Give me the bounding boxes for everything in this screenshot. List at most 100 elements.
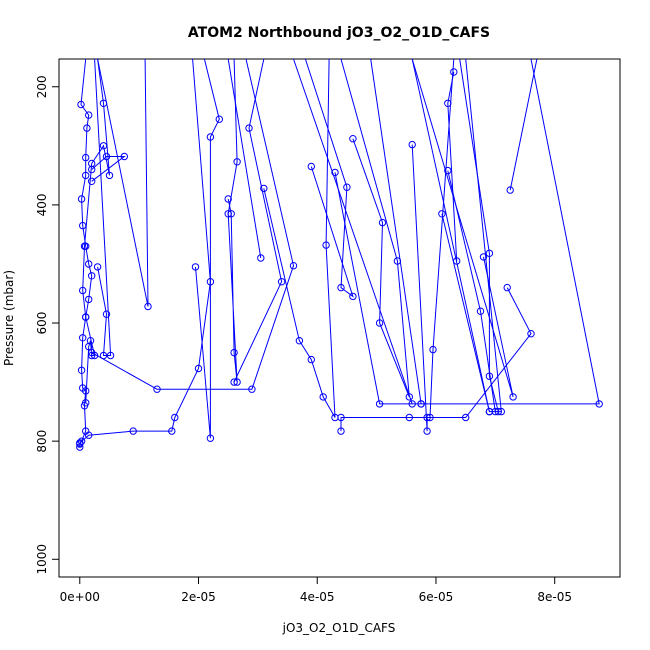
data-point (462, 413, 470, 422)
data-point (79, 384, 87, 392)
data-point (99, 142, 108, 150)
series-line (97, 59, 149, 307)
data-point (337, 413, 345, 422)
data-point (233, 158, 241, 166)
data-point (86, 337, 95, 345)
data-point (88, 351, 96, 360)
series-line (91, 59, 295, 390)
data-series (444, 59, 505, 416)
data-point (450, 68, 458, 76)
data-point (224, 210, 232, 218)
series-line (263, 59, 336, 418)
data-series (411, 59, 517, 401)
series-line (227, 59, 262, 259)
data-point (343, 183, 351, 191)
data-point (82, 153, 90, 162)
data-point (349, 135, 357, 143)
data-point (80, 242, 89, 250)
data-point (233, 378, 241, 386)
x-tick-label: 6e-05 (419, 590, 454, 604)
x-axis-label: jO3_O2_O1D_CAFS (282, 621, 396, 635)
series-line (79, 59, 211, 444)
data-point (106, 351, 115, 360)
series-line (509, 59, 538, 191)
data-point (319, 393, 327, 401)
data-point (85, 431, 93, 439)
data-point (93, 263, 102, 271)
x-tick-label: 4e-05 (300, 590, 335, 604)
data-series (331, 59, 603, 408)
data-point (527, 330, 535, 338)
data-point (378, 218, 387, 227)
data-point (77, 437, 86, 445)
chart-title: ATOM2 Northbound jO3_O2_O1D_CAFS (188, 25, 490, 41)
data-series (370, 59, 425, 408)
data-series (88, 152, 129, 186)
y-axis-label: Pressure (mbar) (2, 270, 16, 366)
x-tick-label: 8e-05 (537, 590, 572, 604)
data-series (93, 59, 115, 360)
x-tick-label: 2e-05 (181, 590, 216, 604)
data-point (257, 254, 265, 262)
data-point (85, 295, 93, 304)
data-point (77, 366, 86, 374)
data-point (497, 407, 505, 416)
series-line (370, 59, 422, 404)
data-point (337, 427, 345, 435)
data-point (79, 334, 87, 342)
data-point (191, 263, 200, 271)
data-point (322, 241, 330, 249)
y-tick-label: 200 (35, 75, 49, 98)
plot-border (58, 58, 621, 578)
x-axis: 0e+00 2e-05 4e-05 6e-05 8e-05 (60, 577, 572, 604)
data-point (408, 140, 416, 149)
data-point (153, 385, 161, 393)
data-point (88, 272, 96, 280)
data-series (191, 59, 224, 442)
data-point (248, 385, 256, 393)
data-point (405, 413, 413, 422)
data-point (438, 210, 446, 218)
series-line (447, 59, 502, 413)
data-point (423, 427, 431, 435)
data-point (227, 210, 235, 218)
data-point (82, 171, 90, 180)
data-point (417, 400, 425, 408)
x-tick-label: 0e+00 (60, 590, 100, 604)
data-point (277, 278, 286, 286)
data-point (120, 152, 129, 161)
data-point (129, 427, 137, 435)
data-series (76, 59, 96, 451)
data-point (444, 166, 452, 175)
data-point (230, 378, 238, 386)
data-series (411, 59, 494, 416)
data-point (77, 100, 85, 109)
data-series (506, 59, 538, 194)
data-point (260, 184, 268, 193)
data-point (375, 400, 384, 408)
data-series (408, 140, 535, 435)
y-tick-label: 1000 (35, 544, 49, 575)
data-point (88, 177, 96, 186)
series-line (82, 59, 110, 403)
series-line (233, 59, 283, 383)
data-point (85, 260, 93, 268)
data-point (144, 302, 152, 311)
data-point (168, 427, 176, 435)
data-series (227, 59, 265, 262)
data-point (506, 186, 514, 194)
data-point (88, 348, 96, 357)
series-line (411, 144, 532, 432)
data-series (340, 59, 413, 401)
series-line (447, 71, 458, 262)
data-series (76, 59, 215, 447)
data-point (485, 407, 494, 416)
data-point (105, 171, 114, 180)
data-series (304, 59, 357, 301)
data-point (423, 413, 431, 422)
y-axis: 200 400 600 800 1000 (35, 75, 59, 575)
data-point (102, 152, 111, 161)
data-point (206, 434, 215, 442)
series-line (411, 59, 490, 412)
data-point (82, 313, 90, 321)
